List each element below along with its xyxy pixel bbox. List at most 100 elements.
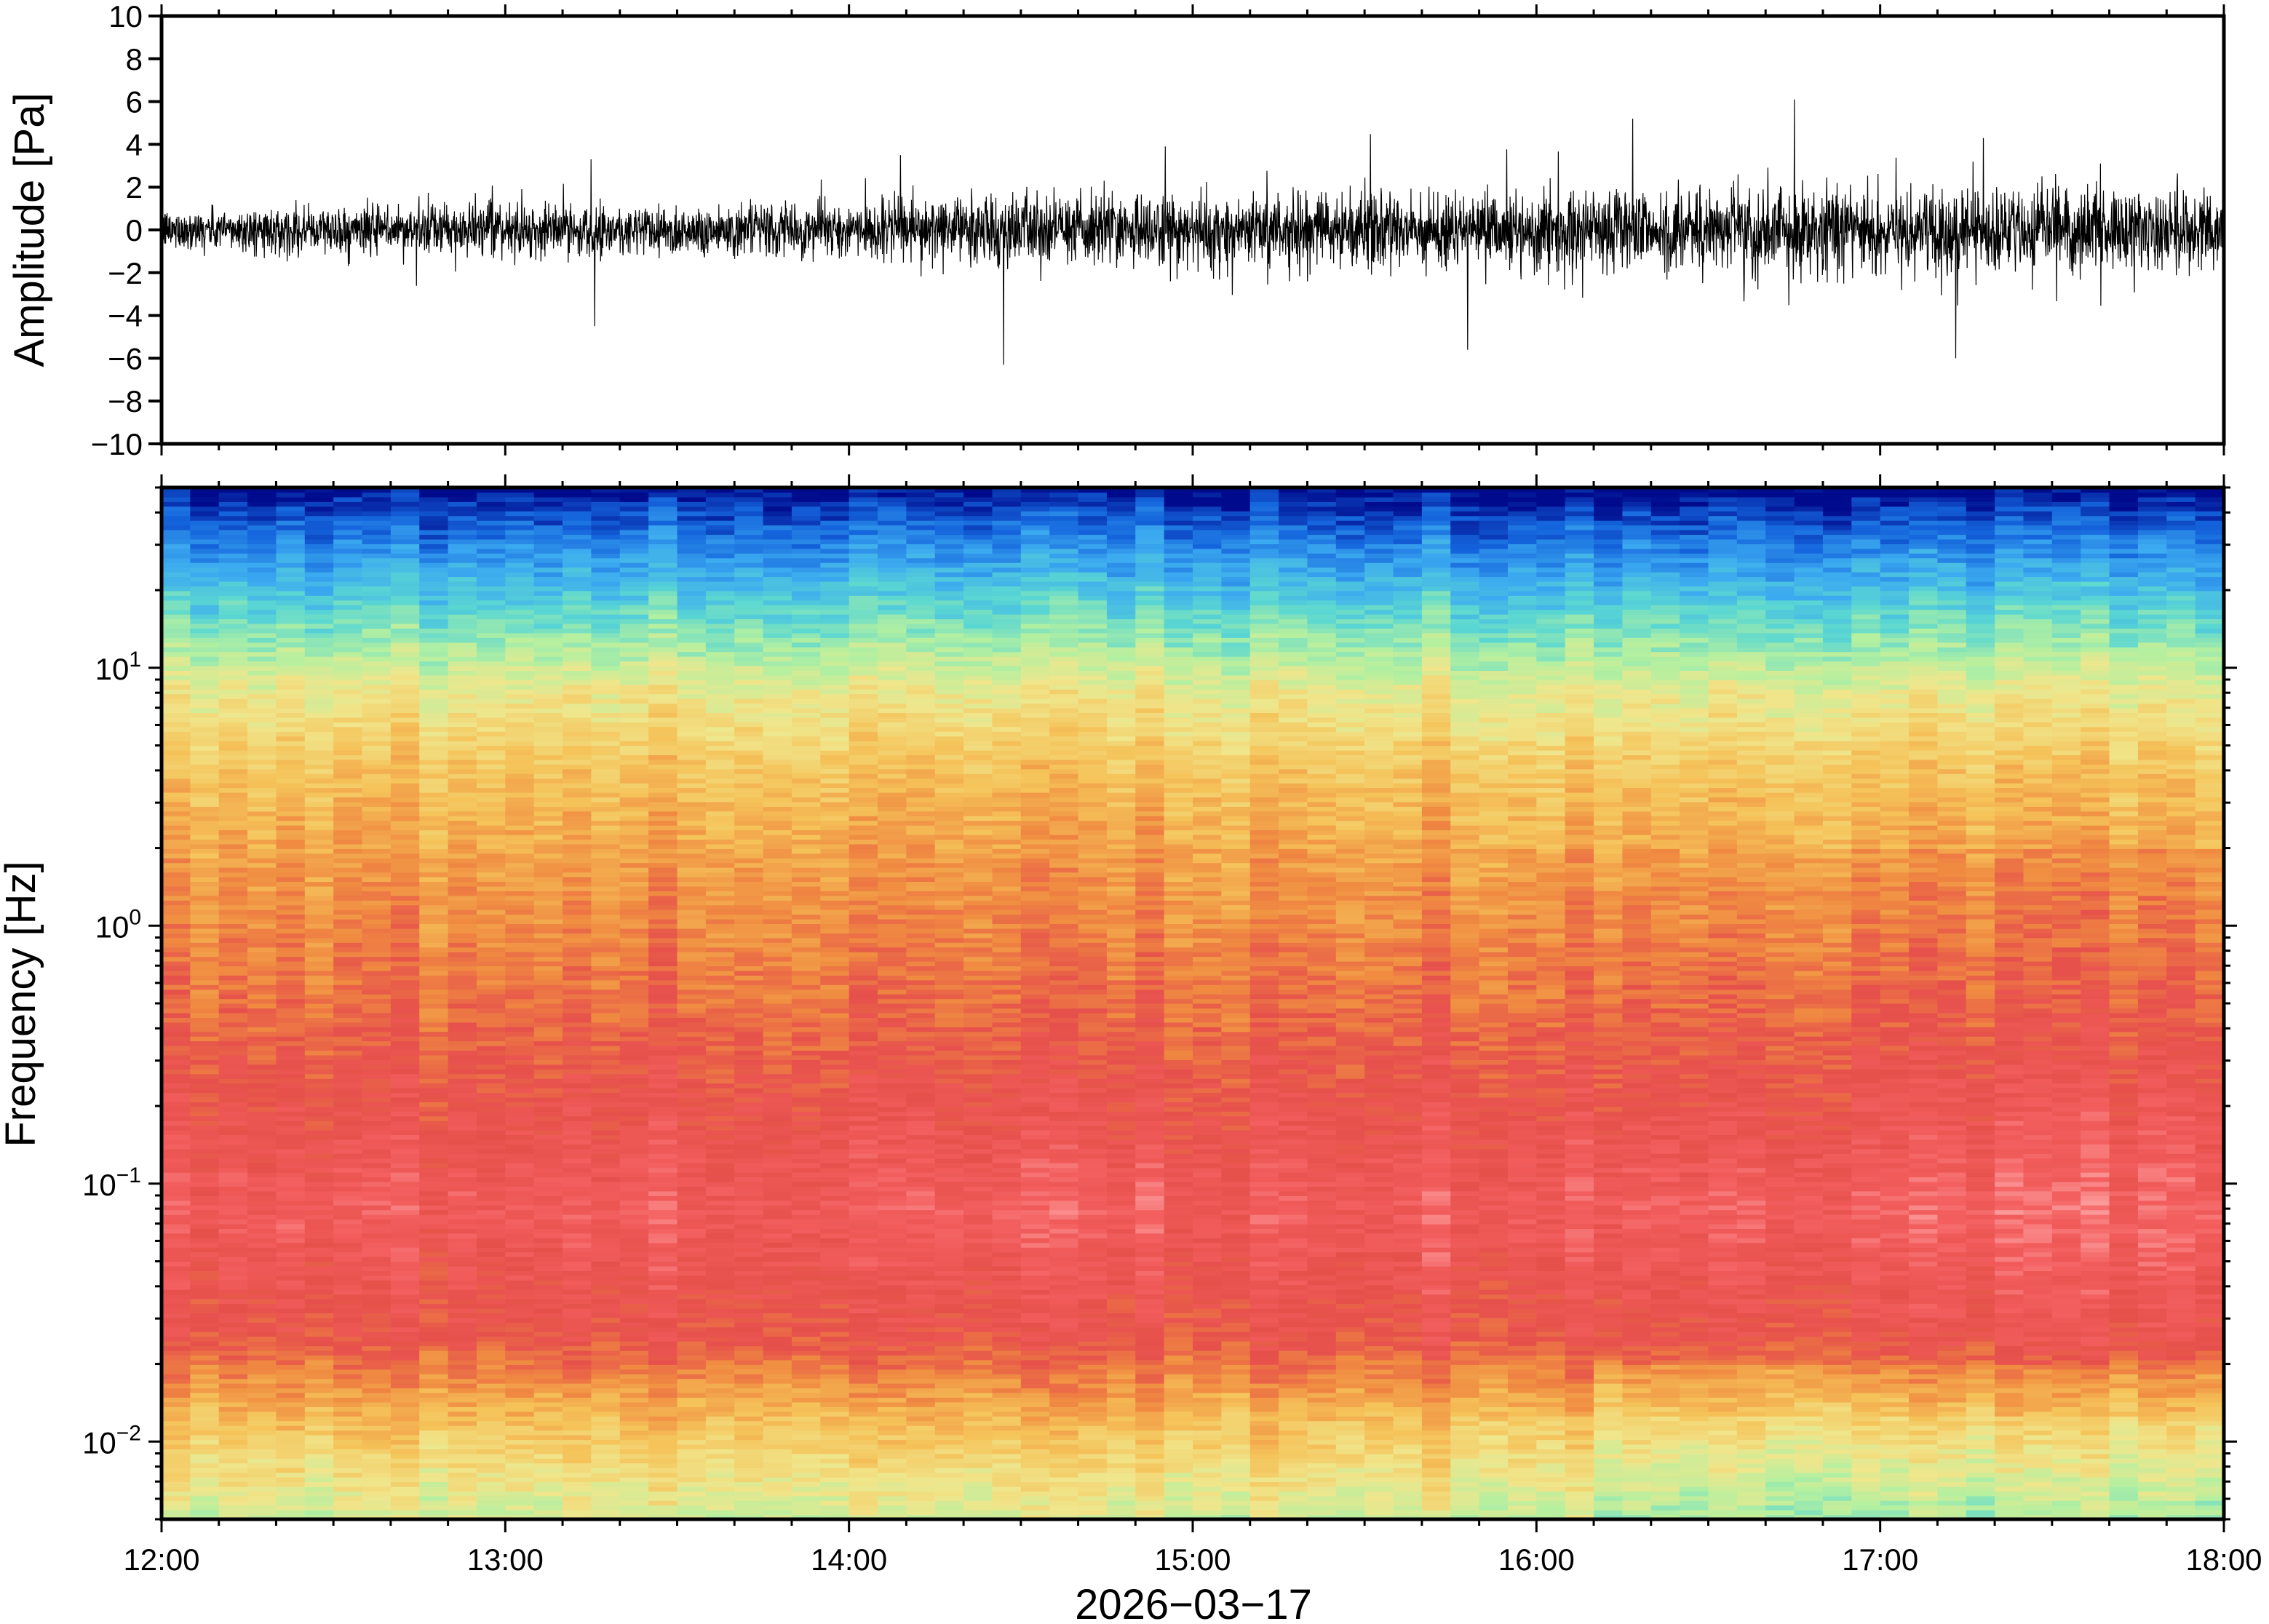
spectrogram-cell (390, 544, 420, 549)
amplitude-tick-label: 2 (126, 170, 143, 204)
spectrogram-cell (734, 998, 764, 1004)
spectrogram-cell (362, 590, 392, 596)
spectrogram-cell (533, 1486, 563, 1492)
spectrogram-cell (763, 1510, 792, 1516)
spectrogram-cell (247, 862, 277, 868)
spectrogram-cell (333, 952, 363, 958)
spectrogram-cell (218, 492, 248, 498)
spectrogram-cell (333, 1388, 363, 1393)
spectrogram-cell (162, 1200, 191, 1206)
spectrogram-cell (390, 749, 420, 755)
spectrogram-cell (677, 1205, 707, 1211)
spectrogram-cell (390, 806, 420, 812)
spectrogram-cell (362, 867, 392, 873)
spectrogram-cell (390, 684, 420, 690)
spectrogram-cell (563, 970, 592, 976)
spectrogram-cell (476, 1257, 506, 1262)
spectrogram-cell (419, 979, 449, 985)
spectrogram-cell (791, 1444, 821, 1449)
spectrogram-cell (648, 703, 678, 709)
spectrogram-cell (734, 684, 764, 690)
spectrogram-cell (247, 623, 277, 629)
spectrogram-cell (419, 797, 449, 803)
spectrogram-cell (190, 773, 220, 779)
spectrogram-cell (362, 656, 392, 662)
spectrogram-cell (162, 670, 191, 676)
spectrogram-cell (763, 1472, 792, 1478)
spectrogram-cell (218, 557, 248, 563)
spectrogram-cell (705, 1336, 735, 1342)
spectrogram-cell (276, 1181, 306, 1187)
spectrogram-cell (705, 726, 735, 732)
spectrogram-cell (333, 1088, 363, 1094)
spectrogram-cell (218, 1378, 248, 1384)
spectrogram-cell (390, 797, 420, 803)
spectrogram-cell (476, 1125, 506, 1131)
spectrogram-cell (763, 525, 792, 530)
spectrogram-cell (190, 998, 220, 1004)
spectrogram-cell (162, 900, 191, 906)
spectrogram-cell (734, 909, 764, 915)
spectrogram-cell (419, 872, 449, 877)
spectrogram-cell (333, 684, 363, 690)
spectrogram-cell (619, 1059, 649, 1065)
spectrogram-cell (705, 1233, 735, 1238)
spectrogram-cell (276, 562, 306, 568)
spectrogram-cell (648, 820, 678, 826)
spectrogram-cell (677, 768, 707, 774)
spectrogram-cell (476, 1106, 506, 1112)
spectrogram-cell (563, 1411, 592, 1417)
spectrogram-cell (734, 680, 764, 685)
spectrogram-cell (734, 1406, 764, 1412)
spectrogram-cell (505, 736, 535, 741)
spectrogram-cell (276, 1430, 306, 1436)
spectrogram-cell (533, 1468, 563, 1473)
spectrogram-cell (563, 656, 592, 662)
spectrogram-cell (362, 923, 392, 929)
spectrogram-cell (563, 895, 592, 901)
spectrogram-cell (705, 614, 735, 620)
spectrogram-cell (390, 712, 420, 718)
spectrogram-cell (390, 1031, 420, 1037)
spectrogram-cell (677, 1223, 707, 1229)
spectrogram-cell (648, 557, 678, 563)
spectrogram-cell (247, 1406, 277, 1412)
spectrogram-cell (247, 749, 277, 755)
spectrogram-cell (591, 1341, 621, 1347)
spectrogram-cell (448, 1275, 477, 1281)
spectrogram-cell (734, 1462, 764, 1468)
spectrogram-cell (476, 960, 506, 967)
spectrogram-cell (563, 1378, 592, 1384)
spectrogram-cell (190, 1307, 220, 1313)
spectrogram-cell (448, 680, 477, 685)
spectrogram-cell (162, 801, 191, 807)
spectrogram-cell (218, 661, 248, 666)
spectrogram-cell (533, 1078, 563, 1084)
spectrogram-cell (563, 1364, 592, 1370)
spectrogram-cell (705, 745, 735, 751)
spectrogram-cell (247, 885, 277, 891)
spectrogram-cell (362, 736, 392, 741)
spectrogram-cell (734, 1214, 764, 1220)
spectrogram-cell (763, 797, 792, 803)
spectrogram-cell (591, 1130, 621, 1136)
spectrogram-cell (563, 1505, 592, 1510)
spectrogram-cell (619, 787, 649, 793)
spectrogram-cell (333, 970, 363, 976)
spectrogram-cell (333, 768, 363, 774)
spectrogram-cell (533, 1275, 563, 1281)
spectrogram-cell (763, 1369, 792, 1374)
spectrogram-cell (619, 1500, 649, 1506)
spectrogram-cell (390, 1289, 420, 1295)
spectrogram-cell (476, 1476, 506, 1483)
spectrogram-cell (476, 605, 506, 610)
spectrogram-cell (190, 656, 220, 662)
spectrogram-cell (563, 1190, 592, 1196)
spectrogram-cell (448, 628, 477, 634)
amplitude-axis-title: Amplitude [Pa] (6, 92, 53, 367)
spectrogram-cell (362, 1233, 392, 1238)
spectrogram-cell (619, 914, 649, 920)
spectrogram-cell (476, 895, 506, 901)
spectrogram-cell (563, 1144, 592, 1150)
spectrogram-cell (476, 586, 506, 592)
